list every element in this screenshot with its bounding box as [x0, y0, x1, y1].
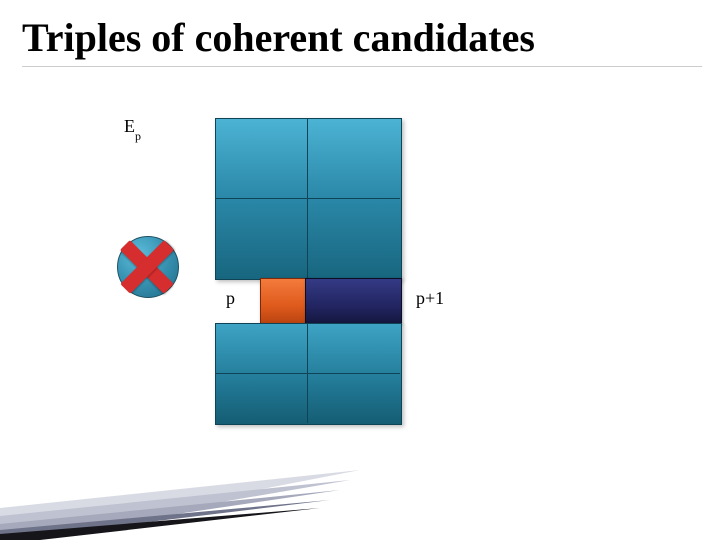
label-p: p	[226, 288, 235, 309]
footer-swoosh-icon	[0, 430, 720, 540]
block-upper-hline	[215, 198, 400, 199]
slide: Triples of coherent candidates Ep p p+1	[0, 0, 720, 540]
label-ep-main: E	[124, 116, 135, 136]
label-ep-sub: p	[135, 129, 141, 143]
reject-cross-icon	[116, 236, 178, 298]
block-upper	[215, 118, 402, 280]
block-orange	[260, 278, 307, 325]
label-p-plus-1: p+1	[416, 288, 444, 309]
block-navy	[305, 278, 402, 325]
block-lower	[215, 323, 402, 425]
block-lower-hline	[215, 373, 400, 374]
label-ep: Ep	[124, 116, 141, 141]
page-title: Triples of coherent candidates	[22, 14, 535, 61]
